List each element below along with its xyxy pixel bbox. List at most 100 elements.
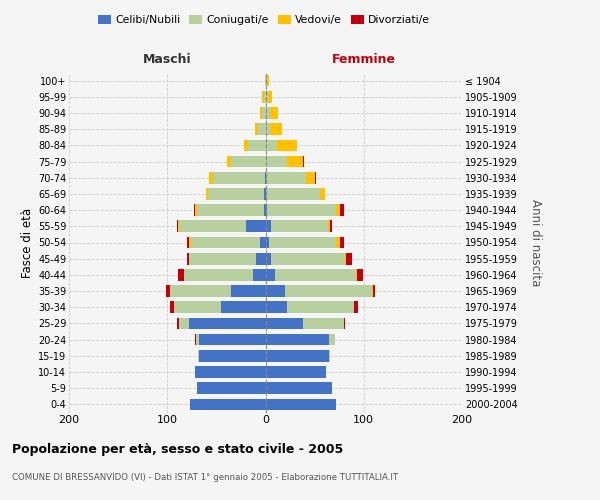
Bar	[199, 334, 265, 345]
Bar	[265, 107, 271, 119]
Bar	[371, 285, 373, 297]
Bar	[354, 302, 358, 313]
Bar	[265, 140, 277, 151]
Bar	[187, 253, 189, 264]
Bar	[197, 204, 263, 216]
Bar	[271, 253, 345, 264]
Bar	[265, 188, 266, 200]
Bar	[209, 172, 214, 184]
Bar	[227, 156, 231, 168]
Bar	[265, 220, 271, 232]
Bar	[265, 382, 332, 394]
Bar	[336, 236, 340, 248]
Bar	[178, 220, 179, 232]
Bar	[195, 366, 265, 378]
Bar	[253, 269, 265, 280]
Bar	[177, 220, 178, 232]
Bar	[344, 318, 345, 330]
Bar	[189, 236, 191, 248]
Bar	[357, 269, 363, 280]
Y-axis label: Fasce di età: Fasce di età	[20, 208, 34, 278]
Bar	[329, 350, 331, 362]
Bar	[257, 124, 265, 135]
Text: Femmine: Femmine	[332, 52, 396, 66]
Y-axis label: Anni di nascita: Anni di nascita	[529, 199, 542, 286]
Bar	[287, 302, 354, 313]
Bar	[271, 107, 278, 119]
Bar	[198, 350, 199, 362]
Bar	[184, 269, 253, 280]
Bar	[268, 204, 336, 216]
Bar	[268, 91, 272, 102]
Bar	[287, 156, 303, 168]
Bar	[166, 285, 170, 297]
Bar	[263, 204, 265, 216]
Bar	[191, 236, 260, 248]
Bar	[195, 334, 196, 345]
Bar	[199, 350, 265, 362]
Bar	[331, 220, 332, 232]
Bar	[265, 75, 268, 86]
Bar	[244, 140, 248, 151]
Bar	[336, 204, 340, 216]
Bar	[254, 124, 257, 135]
Text: Popolazione per età, sesso e stato civile - 2005: Popolazione per età, sesso e stato civil…	[12, 442, 343, 456]
Bar	[214, 172, 265, 184]
Bar	[195, 204, 197, 216]
Bar	[260, 236, 265, 248]
Bar	[263, 91, 265, 102]
Bar	[262, 107, 265, 119]
Legend: Celibi/Nubili, Coniugati/e, Vedovi/e, Divorziati/e: Celibi/Nubili, Coniugati/e, Vedovi/e, Di…	[94, 10, 434, 29]
Bar	[271, 124, 282, 135]
Bar	[262, 91, 263, 102]
Bar	[265, 366, 326, 378]
Bar	[170, 302, 174, 313]
Bar	[194, 204, 195, 216]
Bar	[248, 140, 265, 151]
Bar	[265, 253, 271, 264]
Bar	[260, 107, 262, 119]
Bar	[266, 172, 306, 184]
Bar	[303, 318, 344, 330]
Bar	[271, 220, 328, 232]
Bar	[329, 334, 335, 345]
Bar	[328, 220, 331, 232]
Bar	[303, 156, 304, 168]
Bar	[265, 124, 271, 135]
Bar	[345, 253, 346, 264]
Bar	[277, 140, 297, 151]
Bar	[179, 318, 189, 330]
Bar	[189, 253, 256, 264]
Bar	[346, 253, 352, 264]
Bar	[265, 269, 275, 280]
Bar	[231, 156, 265, 168]
Bar	[275, 269, 356, 280]
Bar	[265, 350, 329, 362]
Bar	[246, 220, 265, 232]
Bar	[265, 156, 287, 168]
Bar	[314, 172, 316, 184]
Bar	[187, 236, 189, 248]
Bar	[373, 285, 374, 297]
Bar	[174, 302, 221, 313]
Bar	[170, 285, 231, 297]
Bar	[196, 334, 199, 345]
Bar	[265, 398, 336, 410]
Bar	[265, 318, 303, 330]
Bar	[189, 318, 265, 330]
Text: COMUNE DI BRESSANVIDO (VI) - Dati ISTAT 1° gennaio 2005 - Elaborazione TUTTITALI: COMUNE DI BRESSANVIDO (VI) - Dati ISTAT …	[12, 472, 398, 482]
Bar	[190, 398, 265, 410]
Bar	[206, 188, 208, 200]
Bar	[268, 75, 269, 86]
Bar	[221, 302, 265, 313]
Bar	[340, 204, 344, 216]
Bar	[265, 204, 268, 216]
Bar	[306, 172, 314, 184]
Bar	[265, 172, 266, 184]
Bar	[340, 236, 344, 248]
Bar	[179, 220, 246, 232]
Bar	[266, 188, 320, 200]
Bar	[265, 334, 329, 345]
Bar	[265, 302, 287, 313]
Bar	[265, 91, 268, 102]
